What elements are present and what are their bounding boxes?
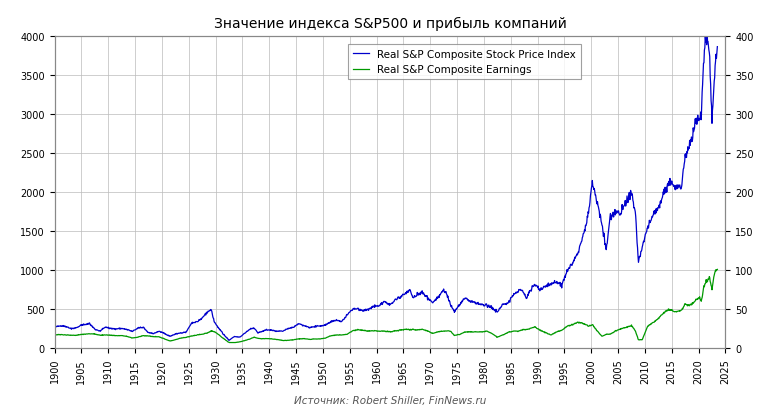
Real S&P Composite Earnings [124, 335, 133, 339]
Real S&P Composite Stock Price Index [653, 206, 662, 211]
Real S&P Composite Stock Price Index [225, 338, 234, 343]
Real S&P Composite Earnings [378, 329, 388, 334]
Real S&P Composite Earnings [140, 333, 149, 338]
Real S&P Composite Earnings [50, 333, 59, 337]
Real S&P Composite Stock Price Index [50, 325, 59, 330]
Real S&P Composite Earnings [704, 277, 714, 281]
Line: Real S&P Composite Earnings: Real S&P Composite Earnings [55, 270, 718, 343]
Title: Значение индекса S&P500 и прибыль компаний: Значение индекса S&P500 и прибыль компан… [214, 17, 566, 31]
Real S&P Composite Stock Price Index [124, 328, 133, 333]
Real S&P Composite Stock Price Index [704, 51, 714, 56]
Real S&P Composite Stock Price Index [713, 45, 722, 50]
Legend: Real S&P Composite Stock Price Index, Real S&P Composite Earnings: Real S&P Composite Stock Price Index, Re… [348, 45, 581, 80]
Real S&P Composite Earnings [713, 267, 722, 272]
Real S&P Composite Stock Price Index [555, 281, 564, 286]
Real S&P Composite Earnings [555, 329, 564, 334]
Text: Источник: Robert Shiller, FinNews.ru: Источник: Robert Shiller, FinNews.ru [294, 395, 486, 405]
Real S&P Composite Earnings [230, 341, 239, 345]
Real S&P Composite Earnings [653, 316, 662, 321]
Real S&P Composite Stock Price Index [702, 28, 711, 33]
Real S&P Composite Stock Price Index [378, 300, 388, 305]
Real S&P Composite Stock Price Index [140, 326, 149, 331]
Line: Real S&P Composite Stock Price Index: Real S&P Composite Stock Price Index [55, 30, 718, 341]
